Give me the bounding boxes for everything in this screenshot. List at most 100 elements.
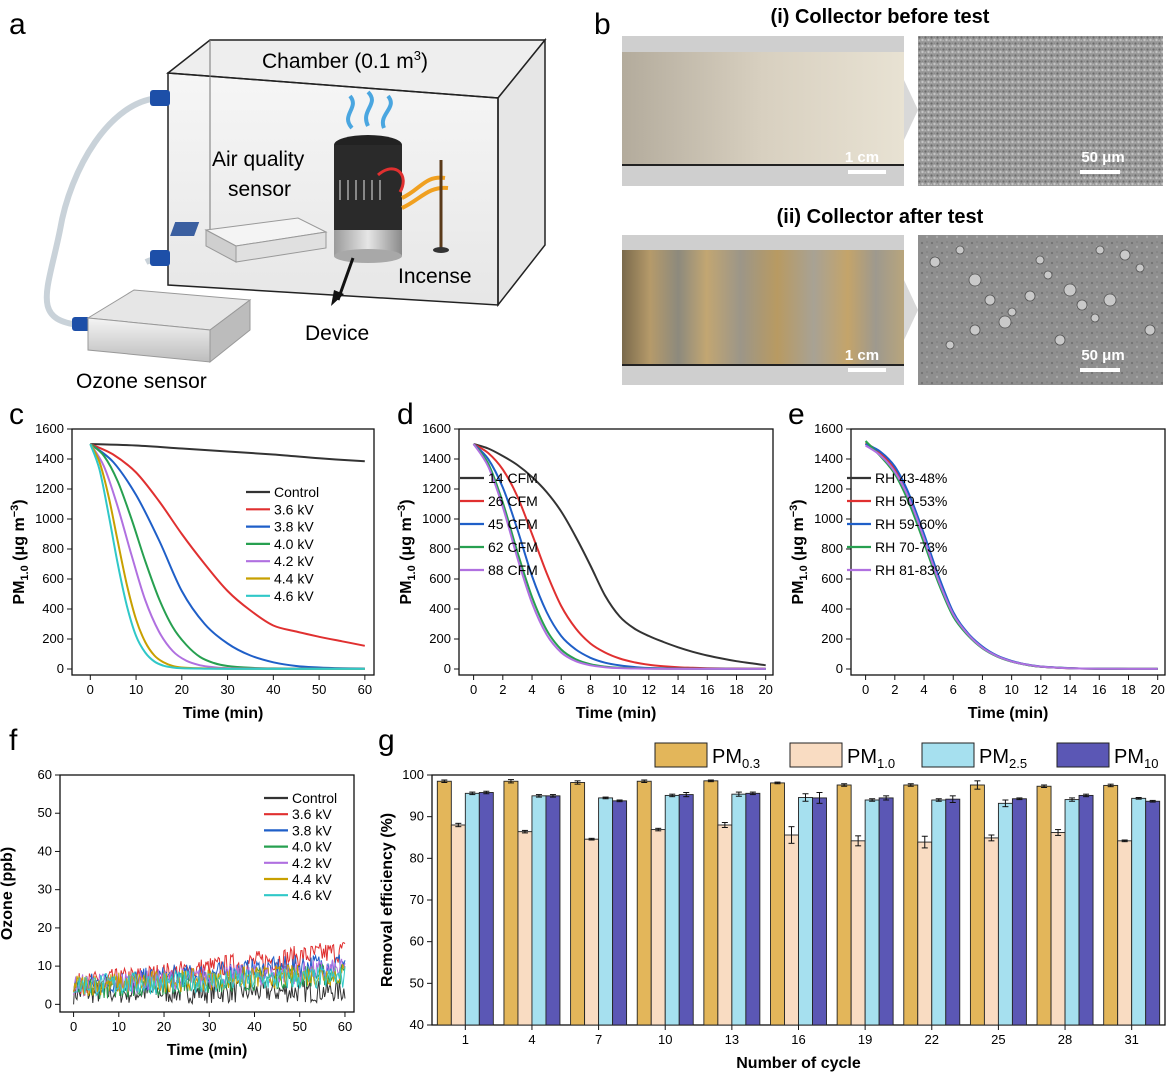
y-tick-label: 1200 [422,481,451,496]
x-tick-label: 2 [499,682,506,697]
y-tick-label: 800 [821,541,843,556]
collector-before-plate [622,52,904,164]
legend-label: PM10 [1114,746,1158,771]
y-tick-label: 1600 [35,421,64,436]
bar [436,780,452,1026]
x-tick-label: 4 [528,1032,535,1047]
device-body [334,145,402,240]
y-tick-label: 0 [45,996,52,1011]
bar [836,784,852,1026]
bar [1011,798,1027,1026]
x-tick-label: 14 [671,682,685,697]
chart-e: 0 2 4 6 8 10 12 14 16 18 2002004006008001000120014… [788,421,1166,722]
y-tick-label: 100 [402,767,424,782]
collector-after-plate [622,250,904,365]
y-tick-label: 1200 [814,481,843,496]
x-tick-label: 20 [1150,682,1164,697]
x-tick-label: 20 [175,682,189,697]
series-line [472,443,766,670]
y-axis-title: Removal efficiency (%) [379,813,396,987]
scalebar-um-before [1080,170,1120,174]
plot-frame [458,428,774,676]
panel-label-a: a [9,8,26,41]
x-tick-label: 20 [758,682,772,697]
air-sensor-screen [170,222,200,236]
bar [878,797,894,1026]
y-tick-label: 200 [429,631,451,646]
legend-label: 88 CFM [488,562,538,578]
bar [798,797,813,1026]
x-tick-label: 12 [1034,682,1048,697]
panel-label-b: b [594,8,611,41]
legend-label: 62 CFM [488,539,538,555]
bar [969,784,985,1026]
legend-label: 4.2 kV [292,855,332,871]
legend-label: RH 81-83% [875,562,947,578]
series-line [89,443,366,647]
bar [1131,797,1147,1026]
chart-d: 0 2 4 6 8 10 12 14 16 18 2002004006008001000120014… [396,421,774,722]
title-before: (i) Collector before test [771,6,990,28]
y-tick-label: 70 [410,892,424,907]
y-tick-label: 600 [821,571,843,586]
x-axis-title: Time (min) [968,705,1049,722]
y-tick-label: 800 [42,541,64,556]
y-tick-label: 10 [38,958,52,973]
y-tick-label: 60 [38,767,52,782]
legend-label: 3.8 kV [292,822,332,838]
scalebar-cm-before [848,170,886,174]
ozone-sensor-label: Ozone sensor [76,370,207,393]
scalebar-cm-after [848,368,886,372]
panel-b: b (i) Collector before test (ii) Collect… [594,6,1163,385]
bar [636,780,652,1026]
y-axis-title: Ozone (ppb) [0,847,16,940]
x-tick-label: 0 [70,1019,77,1034]
panel-a: a Chamber (0.1 m3) Air quality sensor [9,8,547,393]
bar [703,780,719,1026]
series-line [73,958,346,998]
bar [1036,785,1052,1026]
x-tick-label: 12 [642,682,656,697]
bar [584,838,600,1026]
x-tick-label: 31 [1124,1032,1138,1047]
x-tick-label: 6 [950,682,957,697]
legend-label: 4.6 kV [292,887,332,903]
bar [650,829,666,1026]
device-arrow-head [331,290,344,306]
legend-label: RH 43-48% [875,470,947,486]
y-tick-label: 400 [42,601,64,616]
bar [664,794,680,1026]
legend-label: Control [292,790,337,806]
legend-swatch [654,742,708,768]
x-tick-label: 10 [129,682,143,697]
y-tick-label: 1400 [422,451,451,466]
legend-label: Control [274,484,319,500]
x-tick-label: 60 [358,682,372,697]
x-tick-label: 18 [729,682,743,697]
bar [612,800,628,1026]
bar [1064,799,1080,1026]
y-tick-label: 1000 [814,511,843,526]
y-tick-label: 1000 [422,511,451,526]
legend-label: RH 50-53% [875,493,947,509]
y-tick-label: 50 [38,805,52,820]
x-tick-label: 30 [220,682,234,697]
bar [717,824,733,1026]
series-line [865,444,1158,670]
x-tick-label: 16 [1092,682,1106,697]
bar [517,831,533,1026]
chart-c: 0 10 20 30 40 50 60020040060080010001200140016… [9,421,375,722]
panel-label-g: g [378,724,395,757]
chart-g: 40 50 60 70 80 90 100 1 4 7 10 13 16 19 22 25 28 31 Number… [379,742,1166,1072]
x-tick-label: 30 [202,1019,216,1034]
x-tick-label: 2 [891,682,898,697]
legend-label: RH 70-73% [875,539,947,555]
bar [478,792,494,1026]
incense-label: Incense [398,265,472,288]
x-tick-label: 16 [700,682,714,697]
scale-cm-after: 1 cm [845,347,879,364]
chart-f: 0 10 20 30 40 50 60 0 10 20 30 40 50 60 Time (min) Ozon… [0,767,355,1059]
bar [570,782,586,1026]
x-tick-label: 16 [791,1032,805,1047]
bar [945,798,961,1026]
